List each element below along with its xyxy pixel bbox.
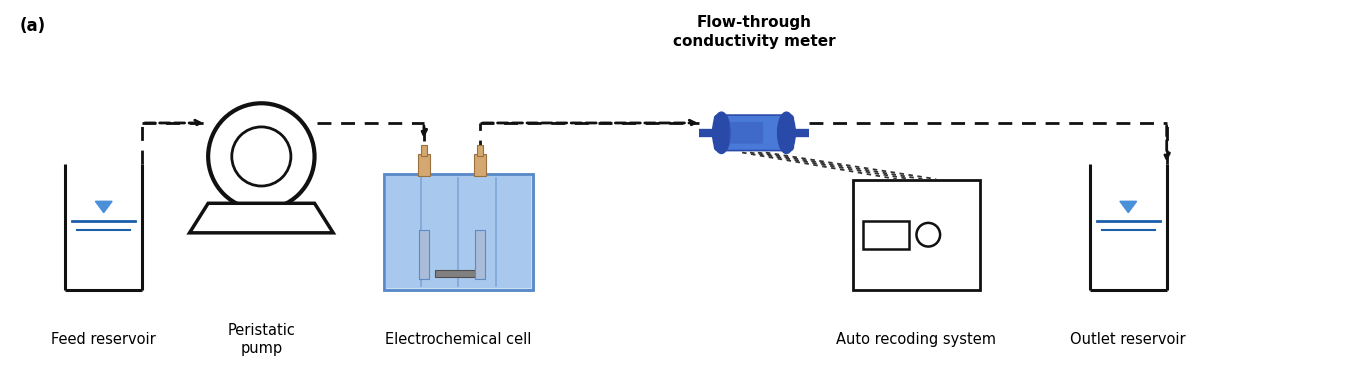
Bar — [417, 154, 430, 176]
Text: Flow-through
conductivity meter: Flow-through conductivity meter — [672, 15, 835, 49]
Bar — [477, 145, 483, 156]
Bar — [863, 221, 908, 248]
Bar — [421, 145, 427, 156]
Text: Outlet reservoir: Outlet reservoir — [1071, 332, 1187, 347]
Bar — [854, 180, 979, 291]
Bar — [419, 230, 428, 279]
Bar — [475, 230, 486, 279]
FancyBboxPatch shape — [715, 115, 794, 151]
Polygon shape — [190, 203, 333, 233]
Polygon shape — [95, 201, 112, 213]
Ellipse shape — [777, 112, 795, 153]
Text: (a): (a) — [20, 16, 46, 34]
Polygon shape — [1120, 201, 1136, 213]
Bar — [386, 176, 531, 288]
Ellipse shape — [712, 112, 730, 153]
Circle shape — [917, 223, 940, 246]
Text: Auto recoding system: Auto recoding system — [836, 332, 997, 347]
Bar — [383, 174, 533, 291]
Bar — [475, 154, 486, 176]
Text: Feed reservoir: Feed reservoir — [52, 332, 155, 347]
Text: Electrochemical cell: Electrochemical cell — [385, 332, 532, 347]
Bar — [383, 174, 533, 291]
Bar — [435, 270, 481, 277]
Text: Peristatic
pump: Peristatic pump — [228, 324, 295, 356]
FancyBboxPatch shape — [730, 122, 764, 144]
